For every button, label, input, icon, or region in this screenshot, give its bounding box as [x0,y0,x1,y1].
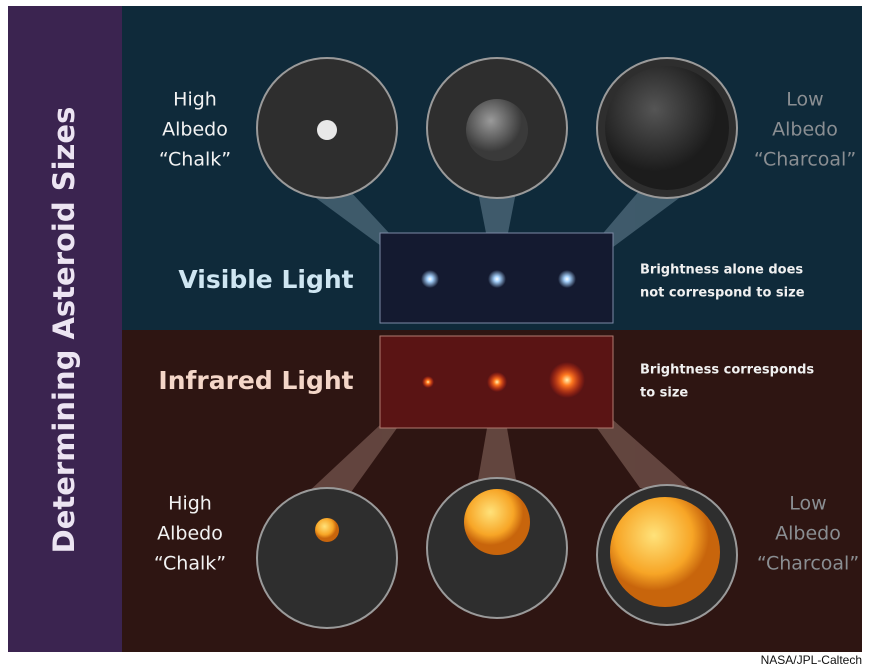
label-line: Low [786,89,823,111]
note-line: not correspond to size [640,286,805,301]
visible-title: Visible Light [178,265,353,294]
label-line: Albedo [157,523,223,545]
label-line: High [173,89,217,111]
asteroid [610,497,720,607]
note-line: Brightness alone does [640,263,803,278]
note-line: Brightness corresponds [640,363,814,378]
asteroid [317,120,337,140]
note-line: to size [640,386,688,401]
label-line: Albedo [772,119,838,141]
label-line: “Charcoal” [754,149,856,171]
label-line: Albedo [775,523,841,545]
credit: NASA/JPL-Caltech [761,653,862,667]
infrared-title: Infrared Light [158,366,353,395]
label-line: Albedo [162,119,228,141]
label-line: High [168,493,212,515]
asteroid [464,489,530,555]
asteroid [315,518,339,542]
side-title: Determining Asteroid Sizes [47,107,81,554]
label-line: Low [789,493,826,515]
infographic: Determining Asteroid Sizes High Albedo “… [0,0,871,669]
label-line: “Chalk” [159,149,231,171]
label-line: “Chalk” [154,553,226,575]
asteroid [605,66,729,190]
label-line: “Charcoal” [757,553,859,575]
asteroid [466,99,528,161]
